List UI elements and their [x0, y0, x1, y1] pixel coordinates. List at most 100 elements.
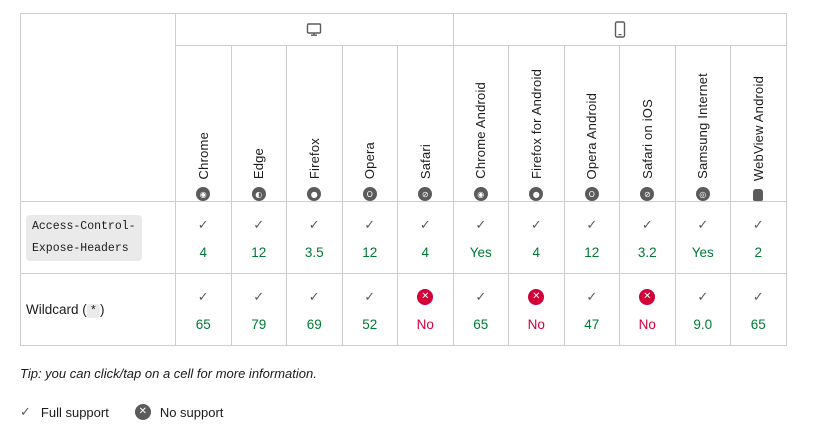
browser-name: Firefox for Android	[528, 68, 544, 179]
header-corner	[20, 13, 176, 202]
android-icon	[753, 189, 764, 201]
chrome-icon: ◉	[473, 187, 488, 201]
support-version: 65	[195, 317, 211, 332]
check-icon: ✓	[752, 289, 764, 305]
firefox-icon: ●	[307, 187, 322, 201]
check-icon: ✓	[697, 289, 709, 305]
support-version: No	[416, 317, 434, 332]
tip-text: Tip: you can click/tap on a cell for mor…	[20, 366, 317, 381]
support-cell[interactable]: ✓ 4	[175, 201, 232, 274]
support-cell[interactable]: ✓ 2	[730, 201, 787, 274]
support-version: 4	[199, 245, 207, 260]
browser-name: Safari on iOS	[639, 99, 655, 179]
support-cell[interactable]: ✕ No	[508, 273, 565, 346]
check-icon: ✓	[586, 289, 598, 305]
check-icon: ✓	[197, 289, 209, 305]
browser-name: Firefox	[306, 137, 322, 179]
support-version: 4	[421, 245, 430, 260]
browser-header: Safari on iOS ⊘	[619, 45, 676, 202]
support-cell[interactable]: ✓ Yes	[452, 201, 510, 274]
support-cell[interactable]: ✓ 52	[341, 273, 398, 346]
browser-header: Edge ◐	[230, 45, 287, 202]
check-icon: ✓	[697, 217, 709, 233]
support-cell[interactable]: ✕ No	[397, 273, 454, 346]
browser-header: Chrome Android ◉	[452, 45, 510, 202]
no-support-icon: ✕	[639, 289, 656, 305]
legend-full-support-label: Full support	[40, 404, 109, 420]
check-icon: ✓	[641, 217, 653, 233]
support-version: 65	[750, 317, 766, 332]
samsung-internet-icon: ◎	[695, 187, 710, 201]
support-cell[interactable]: ✓ 47	[563, 273, 621, 346]
legend: ✓ Full support ✕ No support	[20, 404, 249, 420]
support-cell[interactable]: ✓ Yes	[674, 201, 732, 274]
feature-name-cell: Access-Control- Expose-Headers	[20, 201, 176, 274]
support-version: 69	[306, 317, 322, 332]
support-cell[interactable]: ✓ 12	[563, 201, 621, 274]
legend-no-support: ✕ No support	[134, 404, 224, 420]
support-cell[interactable]: ✓ 79	[230, 273, 287, 346]
browser-header: Firefox ●	[286, 45, 343, 202]
support-cell[interactable]: ✓ 12	[230, 201, 287, 274]
browser-header: Firefox for Android ●	[508, 45, 565, 202]
feature-name[interactable]: Access-Control- Expose-Headers	[26, 214, 142, 261]
browser-header: Opera Android O	[563, 45, 621, 202]
support-version: No	[527, 317, 545, 332]
support-cell[interactable]: ✓ 4	[508, 201, 565, 274]
check-icon: ✓	[586, 217, 598, 233]
support-cell[interactable]: ✓ 69	[286, 273, 343, 346]
browser-header: Opera O	[341, 45, 398, 202]
no-support-icon: ✕	[134, 404, 151, 420]
browser-name: Samsung Internet	[695, 73, 711, 179]
check-icon: ✓	[364, 217, 376, 233]
support-cell[interactable]: ✓ 65	[175, 273, 232, 346]
support-cell[interactable]: ✓ 9.0	[674, 273, 732, 346]
support-cell[interactable]: ✓ 4	[397, 201, 454, 274]
opera-icon: O	[584, 187, 599, 201]
check-icon: ✓	[475, 217, 487, 233]
browser-name: Edge	[251, 147, 267, 179]
mobile-group-header	[452, 13, 787, 46]
support-version: 79	[251, 317, 267, 332]
browser-name: WebView Android	[750, 75, 766, 181]
support-cell[interactable]: ✓ 12	[341, 201, 398, 274]
browser-header: WebView Android	[730, 45, 787, 202]
monitor-icon	[176, 22, 453, 38]
table-row: Access-Control- Expose-Headers ✓ 4 ✓ 12 ✓ 3.5 ✓ 1…	[20, 201, 787, 274]
support-version: 4	[532, 245, 541, 260]
opera-icon: O	[362, 187, 377, 201]
support-cell[interactable]: ✓ 65	[730, 273, 787, 346]
support-version: 65	[473, 317, 489, 332]
support-cell[interactable]: ✓ 3.2	[619, 201, 676, 274]
support-version: 12	[362, 245, 378, 260]
check-icon: ✓	[253, 217, 265, 233]
support-version: 12	[584, 245, 600, 260]
support-version: 3.5	[304, 245, 324, 260]
safari-icon: ⊘	[418, 187, 433, 201]
check-icon: ✓	[308, 289, 320, 305]
legend-no-support-label: No support	[159, 404, 224, 420]
table-row: Wildcard (*) ✓ 65 ✓ 79 ✓ 69 ✓ 52 ✕ No ✓ 65 ✕ No ✓ 47 ✕ No ✓…	[20, 273, 787, 346]
support-version: 47	[584, 317, 600, 332]
legend-full-support: ✓ Full support	[20, 405, 109, 420]
check-icon: ✓	[20, 404, 31, 420]
chrome-icon: ◉	[196, 187, 211, 201]
support-cell[interactable]: ✕ No	[619, 273, 676, 346]
browser-name: Opera Android	[584, 92, 600, 179]
check-icon: ✓	[475, 289, 487, 305]
support-version: No	[638, 317, 656, 332]
check-icon: ✓	[419, 217, 431, 233]
browser-header: Chrome ◉	[175, 45, 232, 202]
support-cell[interactable]: ✓ 3.5	[286, 201, 343, 274]
check-icon: ✓	[197, 217, 209, 233]
support-version: Yes	[469, 245, 492, 260]
edge-icon: ◐	[251, 187, 266, 201]
check-icon: ✓	[752, 217, 764, 233]
support-version: 12	[251, 245, 267, 260]
support-cell[interactable]: ✓ 65	[452, 273, 510, 346]
check-icon: ✓	[530, 217, 542, 233]
check-icon: ✓	[308, 217, 320, 233]
browser-name: Chrome Android	[473, 82, 489, 179]
feature-name-cell: Wildcard (*)	[20, 273, 176, 346]
support-version: 3.2	[637, 245, 657, 260]
